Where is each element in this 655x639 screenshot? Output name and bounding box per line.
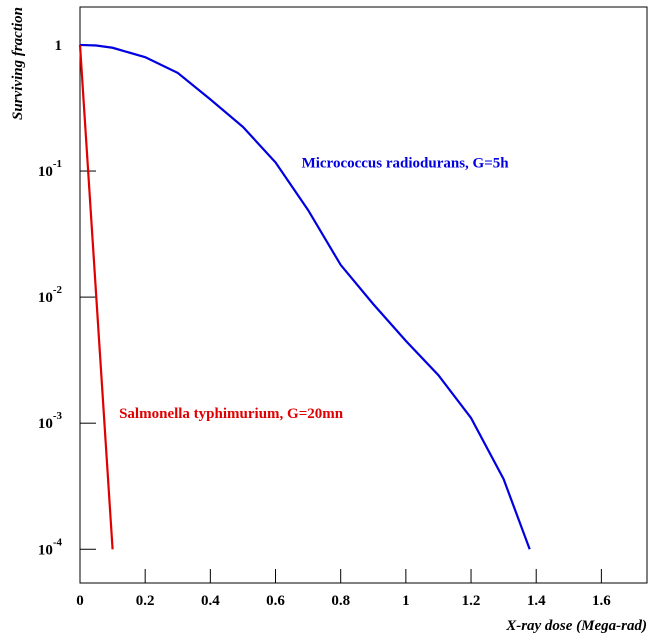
annotation: Salmonella typhimurium, G=20mn	[119, 406, 344, 422]
y-tick-exponent: -4	[53, 536, 63, 548]
x-tick-label: 0	[76, 593, 84, 609]
y-tick-label: 1	[55, 38, 63, 54]
y-tick-exponent: -3	[53, 410, 63, 422]
y-tick-base: 10	[38, 542, 53, 558]
data-line	[78, 44, 114, 550]
y-tick-label: 10-1	[38, 158, 62, 180]
x-tick-label: 1	[402, 593, 410, 609]
x-tick-label: 0.2	[136, 593, 155, 609]
x-tick-label: 1.2	[462, 593, 481, 609]
x-tick-label: 0.6	[266, 593, 285, 609]
y-tick-base: 10	[38, 416, 53, 432]
x-tick-label: 0.4	[201, 593, 220, 609]
x-tick-label: 0.8	[331, 593, 350, 609]
y-tick-exponent: -1	[53, 158, 62, 170]
y-tick-base: 10	[38, 164, 53, 180]
y-tick-exponent: -2	[53, 284, 63, 296]
y-tick-label: 10-3	[38, 410, 63, 432]
y-tick-label: 10-2	[38, 284, 63, 306]
plot-frame	[79, 6, 648, 584]
x-tick-label: 1.6	[592, 593, 611, 609]
x-tick-label: 1.4	[527, 593, 546, 609]
data-line	[79, 43, 531, 550]
y-axis-title: Surviving fraction	[10, 7, 26, 120]
y-tick-base: 10	[38, 290, 53, 306]
x-axis-title: X-ray dose (Mega-rad)	[505, 618, 647, 634]
annotation: Micrococcus radiodurans, G=5h	[302, 155, 510, 171]
y-tick-label: 10-4	[38, 536, 63, 558]
